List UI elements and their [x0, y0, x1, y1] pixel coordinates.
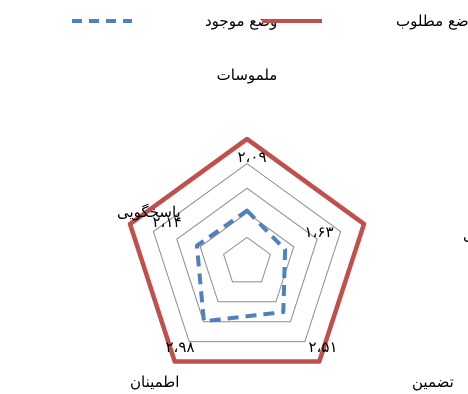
axis-label: تضمین: [412, 373, 454, 391]
value-label: ۱،۶۳: [304, 223, 333, 241]
value-label: ۲،۰۹: [237, 148, 266, 166]
legend-label-desired: وضع مطلوب: [396, 12, 468, 30]
radar-labels: ملموسات همدلی تضمین اطمینان پاسخگویی ۲،۰۹ ۱،۶۳…: [117, 66, 468, 391]
value-label: ۲،۹۸: [165, 338, 194, 356]
axis-label: پاسخگویی: [117, 203, 181, 222]
grid-ring: [199, 212, 295, 303]
axis-label: اطمینان: [130, 373, 179, 391]
grid-ring: [152, 162, 342, 343]
series-line: [127, 136, 367, 364]
grid-ring: [223, 236, 271, 283]
value-label: ۲،۱۴: [152, 213, 181, 231]
axis-label: همدلی: [463, 226, 468, 244]
legend-label-current: وضع موجود: [205, 12, 277, 30]
axis-label: ملموسات: [217, 66, 278, 84]
grid-ring: [176, 187, 318, 323]
value-label: ۲،۵۱: [308, 338, 337, 356]
series-line: [194, 208, 288, 324]
legend: وضع موجود وضع مطلوب: [72, 12, 468, 30]
radar-series: [127, 136, 367, 364]
